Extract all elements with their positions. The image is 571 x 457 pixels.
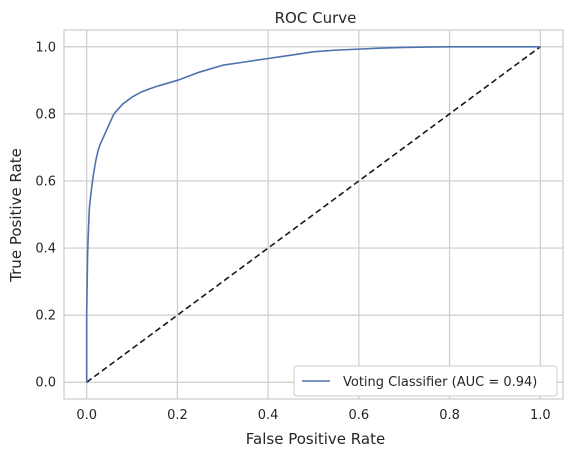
chart-title: ROC Curve bbox=[275, 9, 357, 27]
legend-label-roc: Voting Classifier (AUC = 0.94) bbox=[343, 375, 537, 390]
y-tick-label: 0.6 bbox=[35, 174, 56, 189]
tick-labels: 0.0 0.2 0.4 0.6 0.8 1.0 0.0 0.2 0.4 0.6 0.8 1.0 bbox=[35, 40, 550, 423]
y-tick-label: 1.0 bbox=[35, 40, 56, 55]
y-tick-label: 0.2 bbox=[35, 309, 56, 324]
y-tick-label: 0.8 bbox=[35, 107, 56, 122]
x-tick-label: 0.6 bbox=[349, 408, 370, 423]
x-tick-label: 0.4 bbox=[258, 408, 279, 423]
x-tick-label: 0.2 bbox=[167, 408, 188, 423]
roc-curve-line bbox=[85, 45, 541, 383]
x-tick-label: 0.8 bbox=[439, 408, 460, 423]
series bbox=[85, 45, 541, 383]
y-tick-label: 0.4 bbox=[35, 242, 56, 257]
grid bbox=[64, 30, 563, 399]
plot-frame bbox=[63, 29, 564, 400]
diagonal-reference-line bbox=[86, 46, 541, 383]
x-axis-label: False Positive Rate bbox=[246, 430, 385, 448]
y-tick-label: 0.0 bbox=[35, 376, 56, 391]
y-axis-label: True Positive Rate bbox=[7, 148, 25, 283]
legend-box bbox=[293, 365, 558, 397]
legend: Voting Classifier (AUC = 0.94) bbox=[293, 365, 558, 397]
x-tick-label: 0.0 bbox=[76, 408, 97, 423]
x-tick-label: 1.0 bbox=[530, 408, 551, 423]
